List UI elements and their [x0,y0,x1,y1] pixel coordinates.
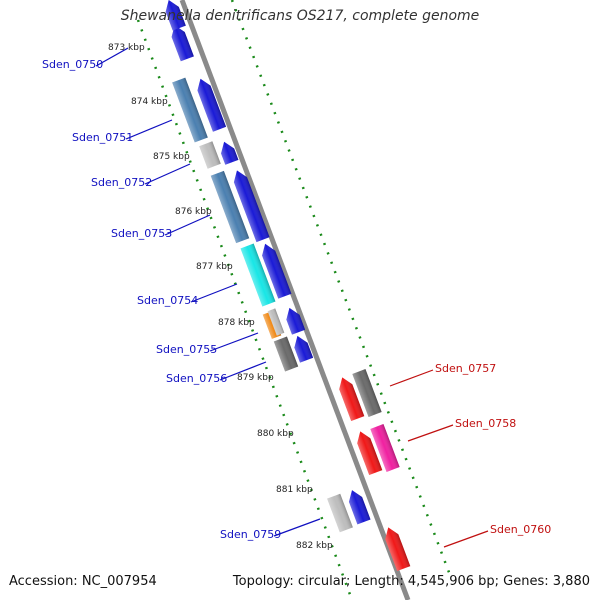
forward-gene-feature[interactable] [230,168,270,243]
gene-label-sden-0758[interactable]: Sden_0758 [455,417,516,430]
gene-label-sden-0760[interactable]: Sden_0760 [490,523,551,536]
gene-feature-sden-0756[interactable] [273,336,299,372]
reverse-gene-feature[interactable] [354,429,383,476]
forward-gene-feature[interactable] [218,139,239,165]
forward-gene-feature[interactable] [168,23,194,62]
gene-label-sden-0753[interactable]: Sden_0753 [111,227,172,240]
genome-summary-text: Topology: circular; Length: 4,545,906 bp… [232,574,590,589]
gene-label-sden-0752[interactable]: Sden_0752 [91,176,152,189]
gene-label-sden-0751[interactable]: Sden_0751 [72,131,133,144]
forward-gene-feature[interactable] [291,333,314,363]
gene-label-sden-0754[interactable]: Sden_0754 [137,294,198,307]
kbp-tick-label: 874 kbp [131,97,168,107]
gene-feature-sden-0750[interactable] [162,0,186,31]
gene-feature-small[interactable] [267,308,285,336]
gene-leader-line [443,530,489,548]
gene-label-sden-0756[interactable]: Sden_0756 [166,372,227,385]
forward-gene-feature[interactable] [194,76,227,132]
gene-leader-line [389,369,434,387]
accession-text: Accession: NC_007954 [9,574,157,589]
kbp-tick-label: 878 kbp [218,318,255,328]
kbp-tick-label: 876 kbp [175,207,212,217]
kbp-tick-label: 881 kbp [276,485,313,495]
gene-feature-sden-0752[interactable] [199,141,221,169]
kbp-tick-label: 873 kbp [108,43,145,53]
gene-label-sden-0757[interactable]: Sden_0757 [435,362,496,375]
gene-feature-sden-0758[interactable] [370,424,400,472]
kbp-tick-label: 882 kbp [296,541,333,551]
gene-leader-line [144,163,191,185]
genome-title: Shewanella denitrificans OS217, complete… [120,8,480,24]
gene-feature-sden-0757[interactable] [352,369,382,417]
forward-gene-feature[interactable] [283,305,306,335]
gene-leader-line [125,119,173,140]
gene-leader-line [164,214,211,236]
gene-feature-sden-0751[interactable] [172,77,208,143]
kbp-tick-label: 877 kbp [196,262,233,272]
gene-label-sden-0750[interactable]: Sden_0750 [42,58,103,71]
kbp-tick-label: 879 kbp [237,373,274,383]
gene-leader-line [219,361,267,381]
kbp-tick-label: 880 kbp [257,429,294,439]
forward-gene-feature[interactable] [345,488,371,525]
gene-label-sden-0759[interactable]: Sden_0759 [220,528,281,541]
inner-guide-line [136,19,354,601]
gene-leader-line [209,332,259,352]
gene-leader-line [407,424,454,442]
gene-feature-sden-0753[interactable] [210,170,250,244]
gene-leader-line [190,283,238,303]
gene-leader-line [273,518,321,537]
forward-gene-feature[interactable] [259,241,292,299]
gene-feature-sden-0759[interactable] [327,493,353,533]
kbp-tick-label: 875 kbp [153,152,190,162]
gene-label-sden-0755[interactable]: Sden_0755 [156,343,217,356]
gene-feature-sden-0760[interactable] [382,525,411,572]
gene-leader-line [95,47,129,67]
reverse-gene-feature[interactable] [336,375,365,422]
gene-feature-sden-0754[interactable] [240,243,276,307]
genome-backbone [179,0,411,601]
